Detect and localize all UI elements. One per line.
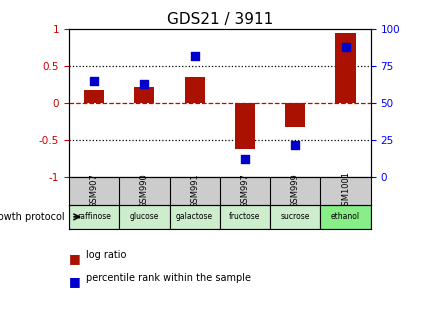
- Text: fructose: fructose: [229, 213, 260, 221]
- Text: GSM999: GSM999: [290, 174, 299, 208]
- Bar: [84, 90, 104, 103]
- Text: ethanol: ethanol: [330, 213, 359, 221]
- Text: glucose: glucose: [129, 213, 159, 221]
- Text: GSM997: GSM997: [240, 174, 249, 209]
- Bar: [270, 205, 319, 229]
- Text: ■: ■: [69, 252, 80, 265]
- Bar: [69, 205, 119, 229]
- Text: growth protocol: growth protocol: [0, 212, 64, 222]
- Text: log ratio: log ratio: [86, 250, 126, 260]
- Bar: [285, 103, 304, 127]
- Point: [141, 81, 147, 87]
- Point: [341, 44, 348, 50]
- Text: galactose: galactose: [176, 213, 213, 221]
- Text: GSM990: GSM990: [140, 174, 148, 208]
- Point: [241, 157, 248, 162]
- Bar: [169, 205, 219, 229]
- Point: [291, 142, 298, 147]
- Text: GSM991: GSM991: [190, 174, 199, 208]
- Point: [191, 53, 198, 59]
- Text: GSM1001: GSM1001: [340, 171, 349, 211]
- Bar: [234, 103, 255, 149]
- Bar: [319, 205, 370, 229]
- Text: raffinose: raffinose: [77, 213, 111, 221]
- Text: percentile rank within the sample: percentile rank within the sample: [86, 273, 251, 283]
- Bar: [134, 87, 154, 103]
- Text: sucrose: sucrose: [280, 213, 309, 221]
- Bar: [219, 205, 270, 229]
- Point: [90, 78, 97, 84]
- Bar: [184, 77, 204, 103]
- Text: ■: ■: [69, 275, 80, 288]
- Title: GDS21 / 3911: GDS21 / 3911: [166, 12, 272, 27]
- Bar: [119, 205, 169, 229]
- Text: GSM907: GSM907: [89, 174, 98, 209]
- Bar: [335, 33, 355, 103]
